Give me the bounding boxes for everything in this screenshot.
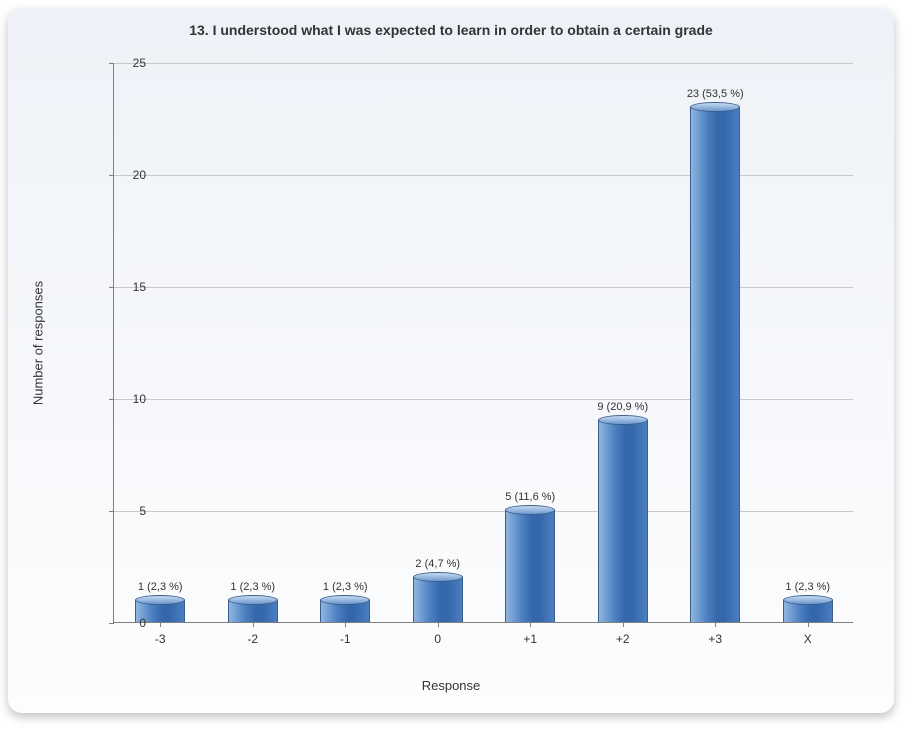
bar-slot: 23 (53,5 %)+3 <box>669 63 762 622</box>
bar-top <box>413 572 463 582</box>
x-tick-label: -1 <box>340 632 351 646</box>
bar-value-label: 2 (4,7 %) <box>415 558 460 570</box>
bar: 1 (2,3 %) <box>783 600 833 622</box>
x-tick-label: -2 <box>247 632 258 646</box>
x-tick-mark <box>715 622 716 627</box>
bar-value-label: 1 (2,3 %) <box>138 581 183 593</box>
bar-value-label: 1 (2,3 %) <box>785 581 830 593</box>
y-tick-label: 0 <box>106 616 146 630</box>
x-tick-mark <box>345 622 346 627</box>
bar-slot: 1 (2,3 %)-1 <box>299 63 392 622</box>
bar-top <box>505 505 555 515</box>
bar: 1 (2,3 %) <box>320 600 370 622</box>
bar-top <box>228 595 278 605</box>
bar: 2 (4,7 %) <box>413 577 463 622</box>
x-tick-label: +3 <box>708 632 722 646</box>
y-tick-label: 15 <box>106 280 146 294</box>
bar-top <box>320 595 370 605</box>
y-axis-label: Number of responses <box>31 281 46 405</box>
bar-value-label: 1 (2,3 %) <box>323 581 368 593</box>
bar-slot: 9 (20,9 %)+2 <box>577 63 670 622</box>
x-tick-label: +2 <box>616 632 630 646</box>
bar-top <box>783 595 833 605</box>
bar-top <box>598 415 648 425</box>
x-axis-label: Response <box>8 678 894 693</box>
bar-top <box>135 595 185 605</box>
x-tick-label: +1 <box>523 632 537 646</box>
bar: 5 (11,6 %) <box>505 510 555 622</box>
x-tick-mark <box>438 622 439 627</box>
x-tick-label: X <box>804 632 812 646</box>
bar-top <box>690 102 740 112</box>
y-tick-label: 25 <box>106 56 146 70</box>
x-tick-mark <box>808 622 809 627</box>
chart-title: 13. I understood what I was expected to … <box>8 22 894 38</box>
bar-value-label: 1 (2,3 %) <box>230 581 275 593</box>
bar: 23 (53,5 %) <box>690 107 740 622</box>
x-tick-mark <box>530 622 531 627</box>
bar: 9 (20,9 %) <box>598 420 648 622</box>
bar-value-label: 23 (53,5 %) <box>687 88 744 100</box>
x-tick-label: 0 <box>434 632 441 646</box>
bar-slot: 1 (2,3 %)X <box>762 63 855 622</box>
bar-value-label: 5 (11,6 %) <box>505 491 555 503</box>
y-tick-label: 20 <box>106 168 146 182</box>
x-tick-mark <box>253 622 254 627</box>
bar: 1 (2,3 %) <box>228 600 278 622</box>
bar-slot: 1 (2,3 %)-3 <box>114 63 207 622</box>
bar-slot: 1 (2,3 %)-2 <box>207 63 300 622</box>
bar-slot: 2 (4,7 %)0 <box>392 63 485 622</box>
y-tick-label: 5 <box>106 504 146 518</box>
y-tick-label: 10 <box>106 392 146 406</box>
bar-value-label: 9 (20,9 %) <box>597 401 648 413</box>
x-tick-mark <box>623 622 624 627</box>
chart-card: 13. I understood what I was expected to … <box>8 8 894 713</box>
bar-slot: 5 (11,6 %)+1 <box>484 63 577 622</box>
x-tick-label: -3 <box>155 632 166 646</box>
plot-area: 1 (2,3 %)-31 (2,3 %)-21 (2,3 %)-12 (4,7 … <box>113 63 853 623</box>
x-tick-mark <box>160 622 161 627</box>
